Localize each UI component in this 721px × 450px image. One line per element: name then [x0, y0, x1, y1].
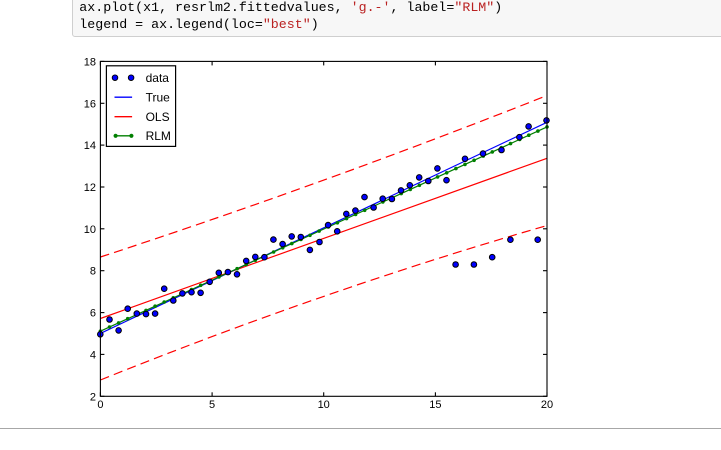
svg-text:2: 2 [90, 391, 96, 403]
svg-text:10: 10 [318, 399, 330, 411]
svg-text:OLS: OLS [146, 110, 170, 124]
svg-text:10: 10 [84, 224, 96, 236]
svg-text:6: 6 [90, 308, 96, 320]
svg-text:15: 15 [429, 399, 441, 411]
svg-text:20: 20 [541, 399, 553, 411]
svg-text:14: 14 [84, 140, 96, 152]
svg-text:18: 18 [84, 56, 96, 68]
svg-text:16: 16 [84, 98, 96, 110]
svg-text:data: data [146, 71, 170, 85]
svg-text:12: 12 [84, 182, 96, 194]
svg-text:5: 5 [209, 399, 215, 411]
svg-text:8: 8 [90, 266, 96, 278]
svg-text:0: 0 [97, 399, 103, 411]
svg-text:4: 4 [90, 349, 96, 361]
svg-text:True: True [146, 90, 171, 104]
svg-text:RLM: RLM [146, 129, 171, 143]
